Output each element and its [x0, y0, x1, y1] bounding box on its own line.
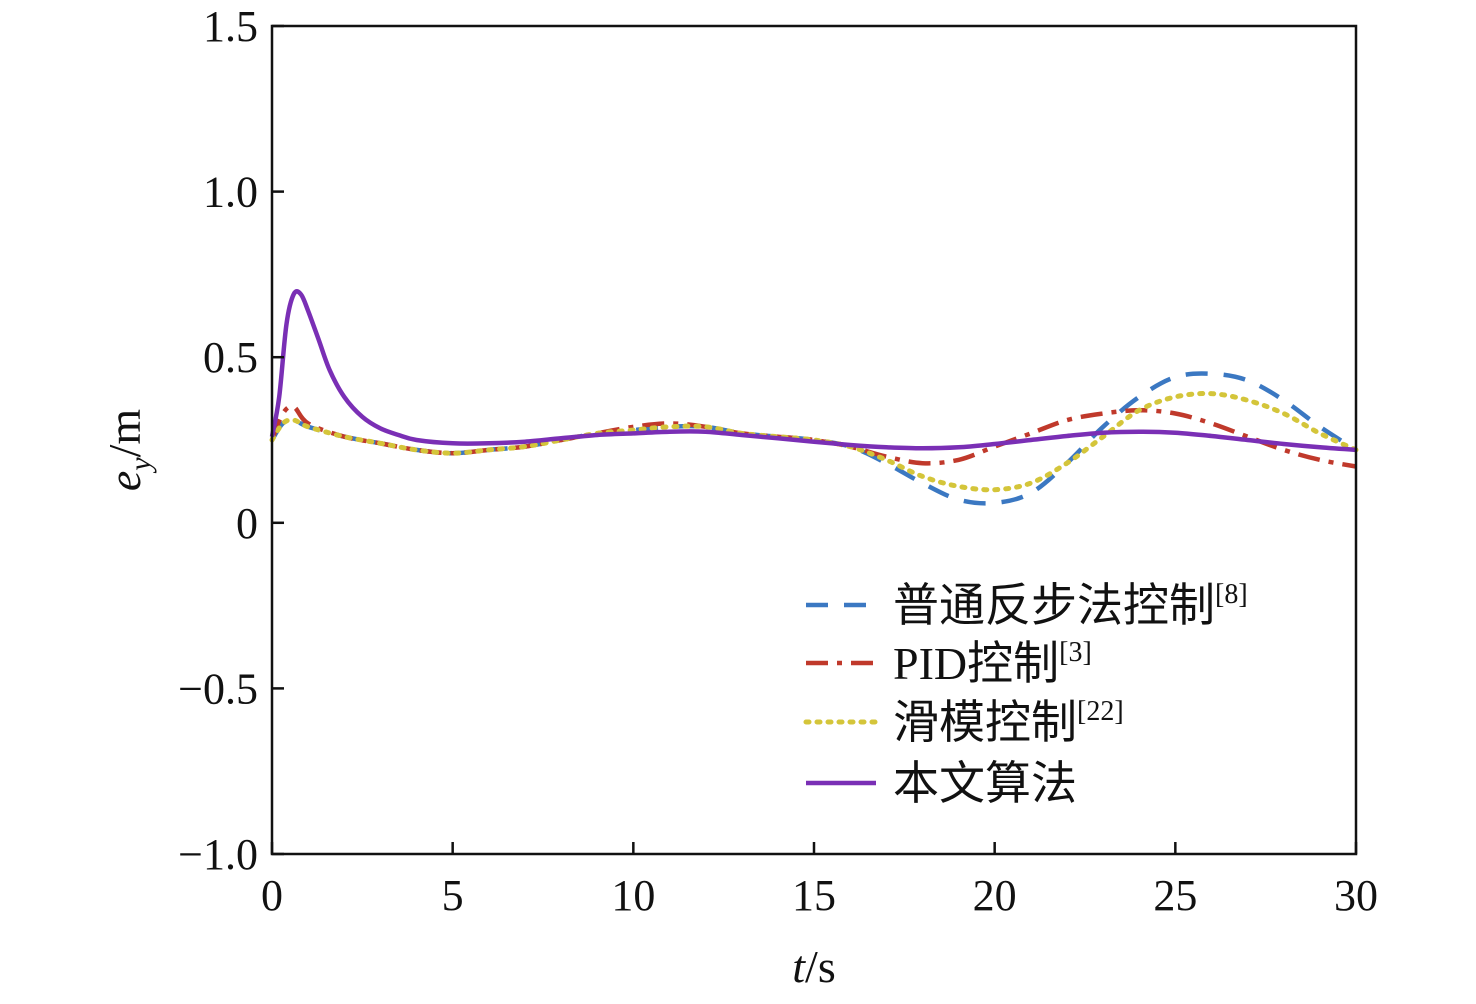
series-line-2 [269, 390, 1359, 493]
series-line-1 [269, 404, 1357, 469]
x-axis-label: t/s [792, 941, 835, 992]
y-axis-label: ey/m [99, 409, 157, 492]
legend-label: 滑模控制[22] [893, 696, 1124, 748]
x-tick-label: 0 [261, 871, 283, 920]
series-layer [269, 289, 1359, 506]
y-tick-label: −0.5 [178, 664, 258, 713]
legend-label: 本文算法 [893, 758, 1077, 809]
series-line-3 [269, 289, 1357, 453]
y-tick-label: 1.5 [203, 2, 258, 51]
y-tick-label: 1.0 [203, 168, 258, 217]
x-tick-label: 5 [442, 871, 464, 920]
x-tick-label: 30 [1334, 871, 1378, 920]
x-tick-label: 20 [973, 871, 1017, 920]
x-tick-label: 15 [792, 871, 836, 920]
legend-label: PID控制[3] [893, 637, 1092, 689]
axis-label-layer: t/s ey/m [99, 409, 836, 992]
x-tick-label: 25 [1153, 871, 1197, 920]
y-tick-label: 0.5 [203, 333, 258, 382]
tick-layer: 0 5 10 15 20 25 30 −1.0 −0.5 0 0.5 1.0 1.5 [178, 2, 1378, 920]
legend: 普通反步法控制[8] PID控制[3] 滑模控制[22] 本文算法 [803, 579, 1248, 809]
legend-label: 普通反步法控制[8] [893, 579, 1248, 631]
y-tick-label: 0 [236, 499, 258, 548]
y-tick-label: −1.0 [178, 830, 258, 879]
x-tick-label: 10 [611, 871, 655, 920]
